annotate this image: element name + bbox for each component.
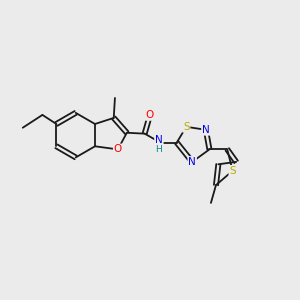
Text: N: N [188, 157, 196, 167]
Text: N: N [202, 125, 210, 135]
Text: S: S [183, 122, 190, 132]
Text: H: H [155, 145, 162, 154]
Text: O: O [114, 144, 122, 154]
Text: O: O [146, 110, 154, 120]
Text: S: S [229, 166, 236, 176]
Text: N: N [155, 135, 163, 145]
